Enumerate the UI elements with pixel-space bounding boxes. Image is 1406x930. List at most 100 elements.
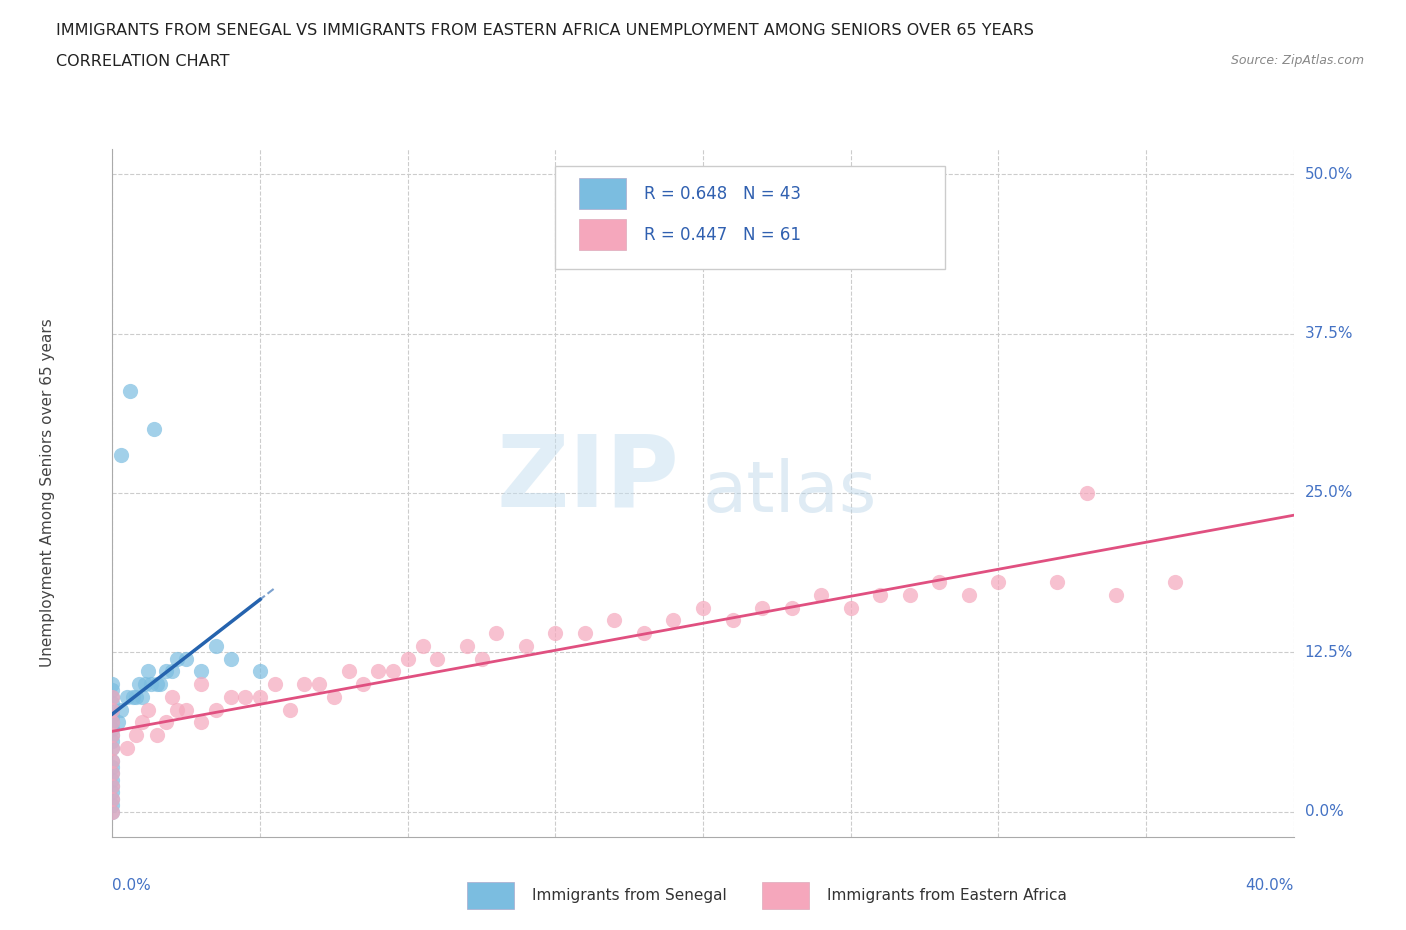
Point <box>107 715 129 730</box>
Text: IMMIGRANTS FROM SENEGAL VS IMMIGRANTS FROM EASTERN AFRICA UNEMPLOYMENT AMONG SEN: IMMIGRANTS FROM SENEGAL VS IMMIGRANTS FR… <box>56 23 1035 38</box>
Point <box>603 613 626 628</box>
Text: 12.5%: 12.5% <box>1305 644 1353 659</box>
Point <box>1046 575 1069 590</box>
Point <box>166 651 188 666</box>
Point <box>101 683 124 698</box>
Text: 40.0%: 40.0% <box>1246 878 1294 894</box>
FancyBboxPatch shape <box>579 178 626 209</box>
Point <box>149 677 172 692</box>
Point <box>101 722 124 737</box>
Point <box>101 778 124 793</box>
Point <box>780 600 803 615</box>
Point <box>166 702 188 717</box>
Point <box>101 765 124 780</box>
Point <box>292 677 315 692</box>
Point <box>839 600 862 615</box>
Point <box>264 677 287 692</box>
Point <box>146 727 169 742</box>
Text: 25.0%: 25.0% <box>1305 485 1353 500</box>
Point <box>101 791 124 806</box>
Point <box>751 600 773 615</box>
Point <box>101 727 124 742</box>
Point <box>396 651 419 666</box>
Point <box>662 613 685 628</box>
Point <box>101 765 124 780</box>
FancyBboxPatch shape <box>579 219 626 250</box>
Point <box>101 804 124 819</box>
Text: Immigrants from Eastern Africa: Immigrants from Eastern Africa <box>827 888 1067 903</box>
Point <box>101 689 124 704</box>
Point <box>101 791 124 806</box>
Point <box>101 702 124 717</box>
Point <box>426 651 449 666</box>
Point <box>117 740 138 755</box>
Point <box>219 689 242 704</box>
Point <box>155 715 177 730</box>
Text: 50.0%: 50.0% <box>1305 166 1353 181</box>
Text: Source: ZipAtlas.com: Source: ZipAtlas.com <box>1230 54 1364 67</box>
Point <box>101 740 124 755</box>
Point <box>136 702 159 717</box>
Point <box>633 626 655 641</box>
Point <box>136 664 159 679</box>
Point <box>544 626 567 641</box>
Point <box>515 638 537 653</box>
Point <box>190 715 212 730</box>
Point <box>101 753 124 768</box>
Point <box>721 613 744 628</box>
Text: R = 0.648   N = 43: R = 0.648 N = 43 <box>644 184 801 203</box>
Point <box>101 753 124 768</box>
Point <box>139 677 162 692</box>
Point <box>125 689 148 704</box>
Point <box>205 638 228 653</box>
Point <box>205 702 228 717</box>
Point <box>125 727 148 742</box>
Point <box>470 651 494 666</box>
Point <box>122 689 145 704</box>
Point <box>456 638 478 653</box>
Point <box>101 785 124 800</box>
Text: CORRELATION CHART: CORRELATION CHART <box>56 54 229 69</box>
Point <box>898 588 921 603</box>
Point <box>249 664 271 679</box>
Point <box>101 715 124 730</box>
Point <box>160 664 183 679</box>
Point <box>101 740 124 755</box>
Point <box>485 626 508 641</box>
Point <box>101 798 124 813</box>
Point <box>1076 485 1098 500</box>
Point <box>308 677 330 692</box>
Point <box>101 734 124 749</box>
Point <box>869 588 891 603</box>
Point <box>120 383 142 398</box>
Point <box>174 702 197 717</box>
Point <box>337 664 360 679</box>
FancyBboxPatch shape <box>555 166 945 270</box>
Point <box>142 421 165 436</box>
Point <box>146 677 169 692</box>
Point <box>101 778 124 793</box>
Point <box>574 626 596 641</box>
Text: 0.0%: 0.0% <box>1305 804 1343 819</box>
Point <box>160 689 183 704</box>
Point <box>131 689 153 704</box>
FancyBboxPatch shape <box>762 882 810 910</box>
Point <box>323 689 346 704</box>
Point <box>412 638 434 653</box>
Point <box>101 696 124 711</box>
Point <box>249 689 271 704</box>
Point <box>219 651 242 666</box>
Text: 37.5%: 37.5% <box>1305 326 1353 341</box>
Text: R = 0.447   N = 61: R = 0.447 N = 61 <box>644 226 801 244</box>
Point <box>101 804 124 819</box>
Text: atlas: atlas <box>703 458 877 527</box>
Point <box>101 709 124 724</box>
Point <box>131 715 153 730</box>
Text: 0.0%: 0.0% <box>112 878 152 894</box>
Point <box>692 600 714 615</box>
Point <box>352 677 374 692</box>
Point <box>101 702 124 717</box>
Point <box>101 689 124 704</box>
Point <box>367 664 389 679</box>
Point <box>101 677 124 692</box>
